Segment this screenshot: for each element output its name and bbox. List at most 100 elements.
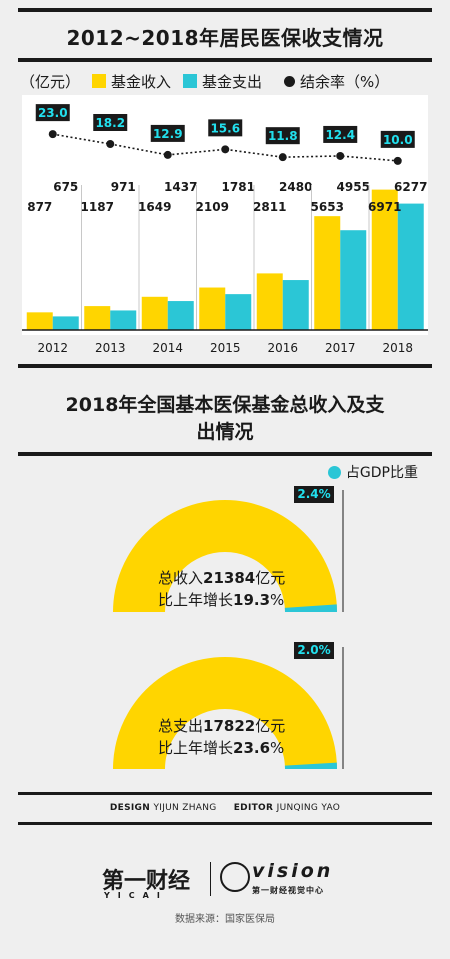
gauge1-growth-value: 19.3 xyxy=(233,591,271,609)
income-value-label: 6971 xyxy=(368,200,401,214)
rate-badge xyxy=(380,130,415,148)
gauge1-text: 总收入21384亿元 比上年增长19.3% xyxy=(158,567,285,611)
rate-badge-label: 12.9 xyxy=(153,127,183,141)
rate-badge xyxy=(150,124,185,142)
gauge-chart xyxy=(113,490,344,769)
income-value-label: 1649 xyxy=(138,200,171,214)
income-bar xyxy=(84,306,111,330)
gauge2-gdp-badge: 2.0% xyxy=(294,642,334,659)
unit-label: （亿元） xyxy=(20,72,81,91)
gauge2-line2-unit: % xyxy=(270,739,285,757)
expense-bar xyxy=(52,316,79,330)
gauge1-line2-unit: % xyxy=(270,591,285,609)
gauge2-expense-value: 17822 xyxy=(203,717,256,735)
logo-divider xyxy=(210,862,211,896)
x-tick-label: 2015 xyxy=(210,341,241,355)
design-key: DESIGN xyxy=(109,803,151,813)
expense-value-label: 675 xyxy=(53,180,78,194)
expense-value-label: 1781 xyxy=(222,180,255,194)
income-value-label: 5653 xyxy=(311,200,344,214)
gauge2-arc xyxy=(113,657,337,769)
income-value-label: 877 xyxy=(27,200,52,214)
gdp-legend: 占GDP比重 xyxy=(327,462,418,482)
rate-badge-label: 23.0 xyxy=(38,106,68,120)
gauge2-line1-pre: 总支出 xyxy=(158,717,204,735)
vision-logo-icon xyxy=(220,862,250,892)
gauge1-line2-pre: 比上年增长 xyxy=(158,591,234,609)
rate-badge xyxy=(93,114,128,131)
design-name: YIJUN ZHANG xyxy=(153,803,217,813)
expense-value-label: 2480 xyxy=(279,180,312,194)
legend-expense: 基金支出 xyxy=(202,72,263,91)
chart2-title: 2018年全国基本医保基金总收入及支出情况 xyxy=(65,394,385,443)
editor-name: JUNQING YAO xyxy=(276,803,341,813)
rate-legend-dot xyxy=(284,75,296,87)
gauge2-growth-value: 23.6 xyxy=(233,739,271,757)
rate-badge xyxy=(265,127,300,145)
gauge2-text: 总支出17822亿元 比上年增长23.6% xyxy=(158,715,285,759)
rate-point xyxy=(393,156,402,165)
rate-point xyxy=(221,145,230,154)
chart1-legend: （亿元） 基金收入 基金支出 结余率（%） xyxy=(20,70,389,92)
rate-point xyxy=(278,153,287,162)
rate-point xyxy=(163,150,172,159)
income-bar xyxy=(141,296,168,330)
income-bar xyxy=(314,216,341,330)
rate-badge-label: 10.0 xyxy=(383,133,413,147)
rate-badge-label: 18.2 xyxy=(95,116,125,130)
income-bar xyxy=(371,189,398,330)
title-rule xyxy=(18,58,432,62)
expense-value-label: 4955 xyxy=(337,180,370,194)
rate-badge-label: 11.8 xyxy=(268,129,298,143)
gauge1-arc xyxy=(113,500,337,612)
yicai-logo-sub: YICAI xyxy=(104,891,168,900)
expense-value-label: 1437 xyxy=(164,180,197,194)
gauge2-gdp-slice xyxy=(284,762,337,769)
x-tick-label: 2018 xyxy=(382,341,413,355)
gauge2-line1-unit: 亿元 xyxy=(255,717,286,735)
x-tick-label: 2016 xyxy=(267,341,298,355)
legend-rate: 结余率（%） xyxy=(300,72,390,91)
chart1-bottom-rule xyxy=(18,364,432,368)
rate-badge xyxy=(323,125,358,143)
rate-badge-label: 12.4 xyxy=(325,128,355,142)
expense-bar xyxy=(225,294,252,330)
chart1-title: 2012~2018年居民医保收支情况 xyxy=(66,26,384,50)
expense-bar xyxy=(110,310,137,330)
gauge1-gdp-badge: 2.4% xyxy=(294,486,334,503)
income-bar xyxy=(256,273,283,330)
rate-point xyxy=(48,130,57,139)
rate-badge xyxy=(35,104,70,122)
expense-bar xyxy=(282,280,309,330)
income-bar xyxy=(26,312,53,330)
rate-badge xyxy=(208,119,243,137)
credits-rule-bottom xyxy=(18,822,432,825)
gdp-legend-dot xyxy=(327,465,341,479)
income-value-label: 2109 xyxy=(196,200,229,214)
credits-rule-top xyxy=(18,792,432,795)
data-source: 数据来源：国家医保局 xyxy=(175,914,275,925)
expense-bar xyxy=(340,230,367,330)
expense-bar xyxy=(397,203,424,330)
legend-income: 基金收入 xyxy=(111,72,172,91)
expense-value-label: 971 xyxy=(111,180,136,194)
gauge1-income-value: 21384 xyxy=(203,569,256,587)
gauge1-gdp-slice xyxy=(284,604,337,612)
x-tick-label: 2014 xyxy=(152,341,183,355)
income-value-label: 2811 xyxy=(253,200,286,214)
rate-badge-label: 15.6 xyxy=(210,121,240,135)
income-bar xyxy=(199,287,226,330)
x-tick-label: 2017 xyxy=(325,341,356,355)
gauge1-line1-unit: 亿元 xyxy=(255,569,286,587)
credits: DESIGN YIJUN ZHANG EDITOR JUNQING YAO xyxy=(0,803,450,813)
expense-swatch xyxy=(183,74,198,88)
editor-key: EDITOR xyxy=(233,803,274,813)
gauge2-line2-pre: 比上年增长 xyxy=(158,739,234,757)
income-value-label: 1187 xyxy=(81,200,114,214)
vision-logo: vision xyxy=(252,860,334,882)
vision-logo-sub: 第一财经视觉中心 xyxy=(252,886,324,895)
top-rule xyxy=(18,8,432,12)
expense-value-label: 6277 xyxy=(394,180,427,194)
rate-point xyxy=(336,151,345,160)
